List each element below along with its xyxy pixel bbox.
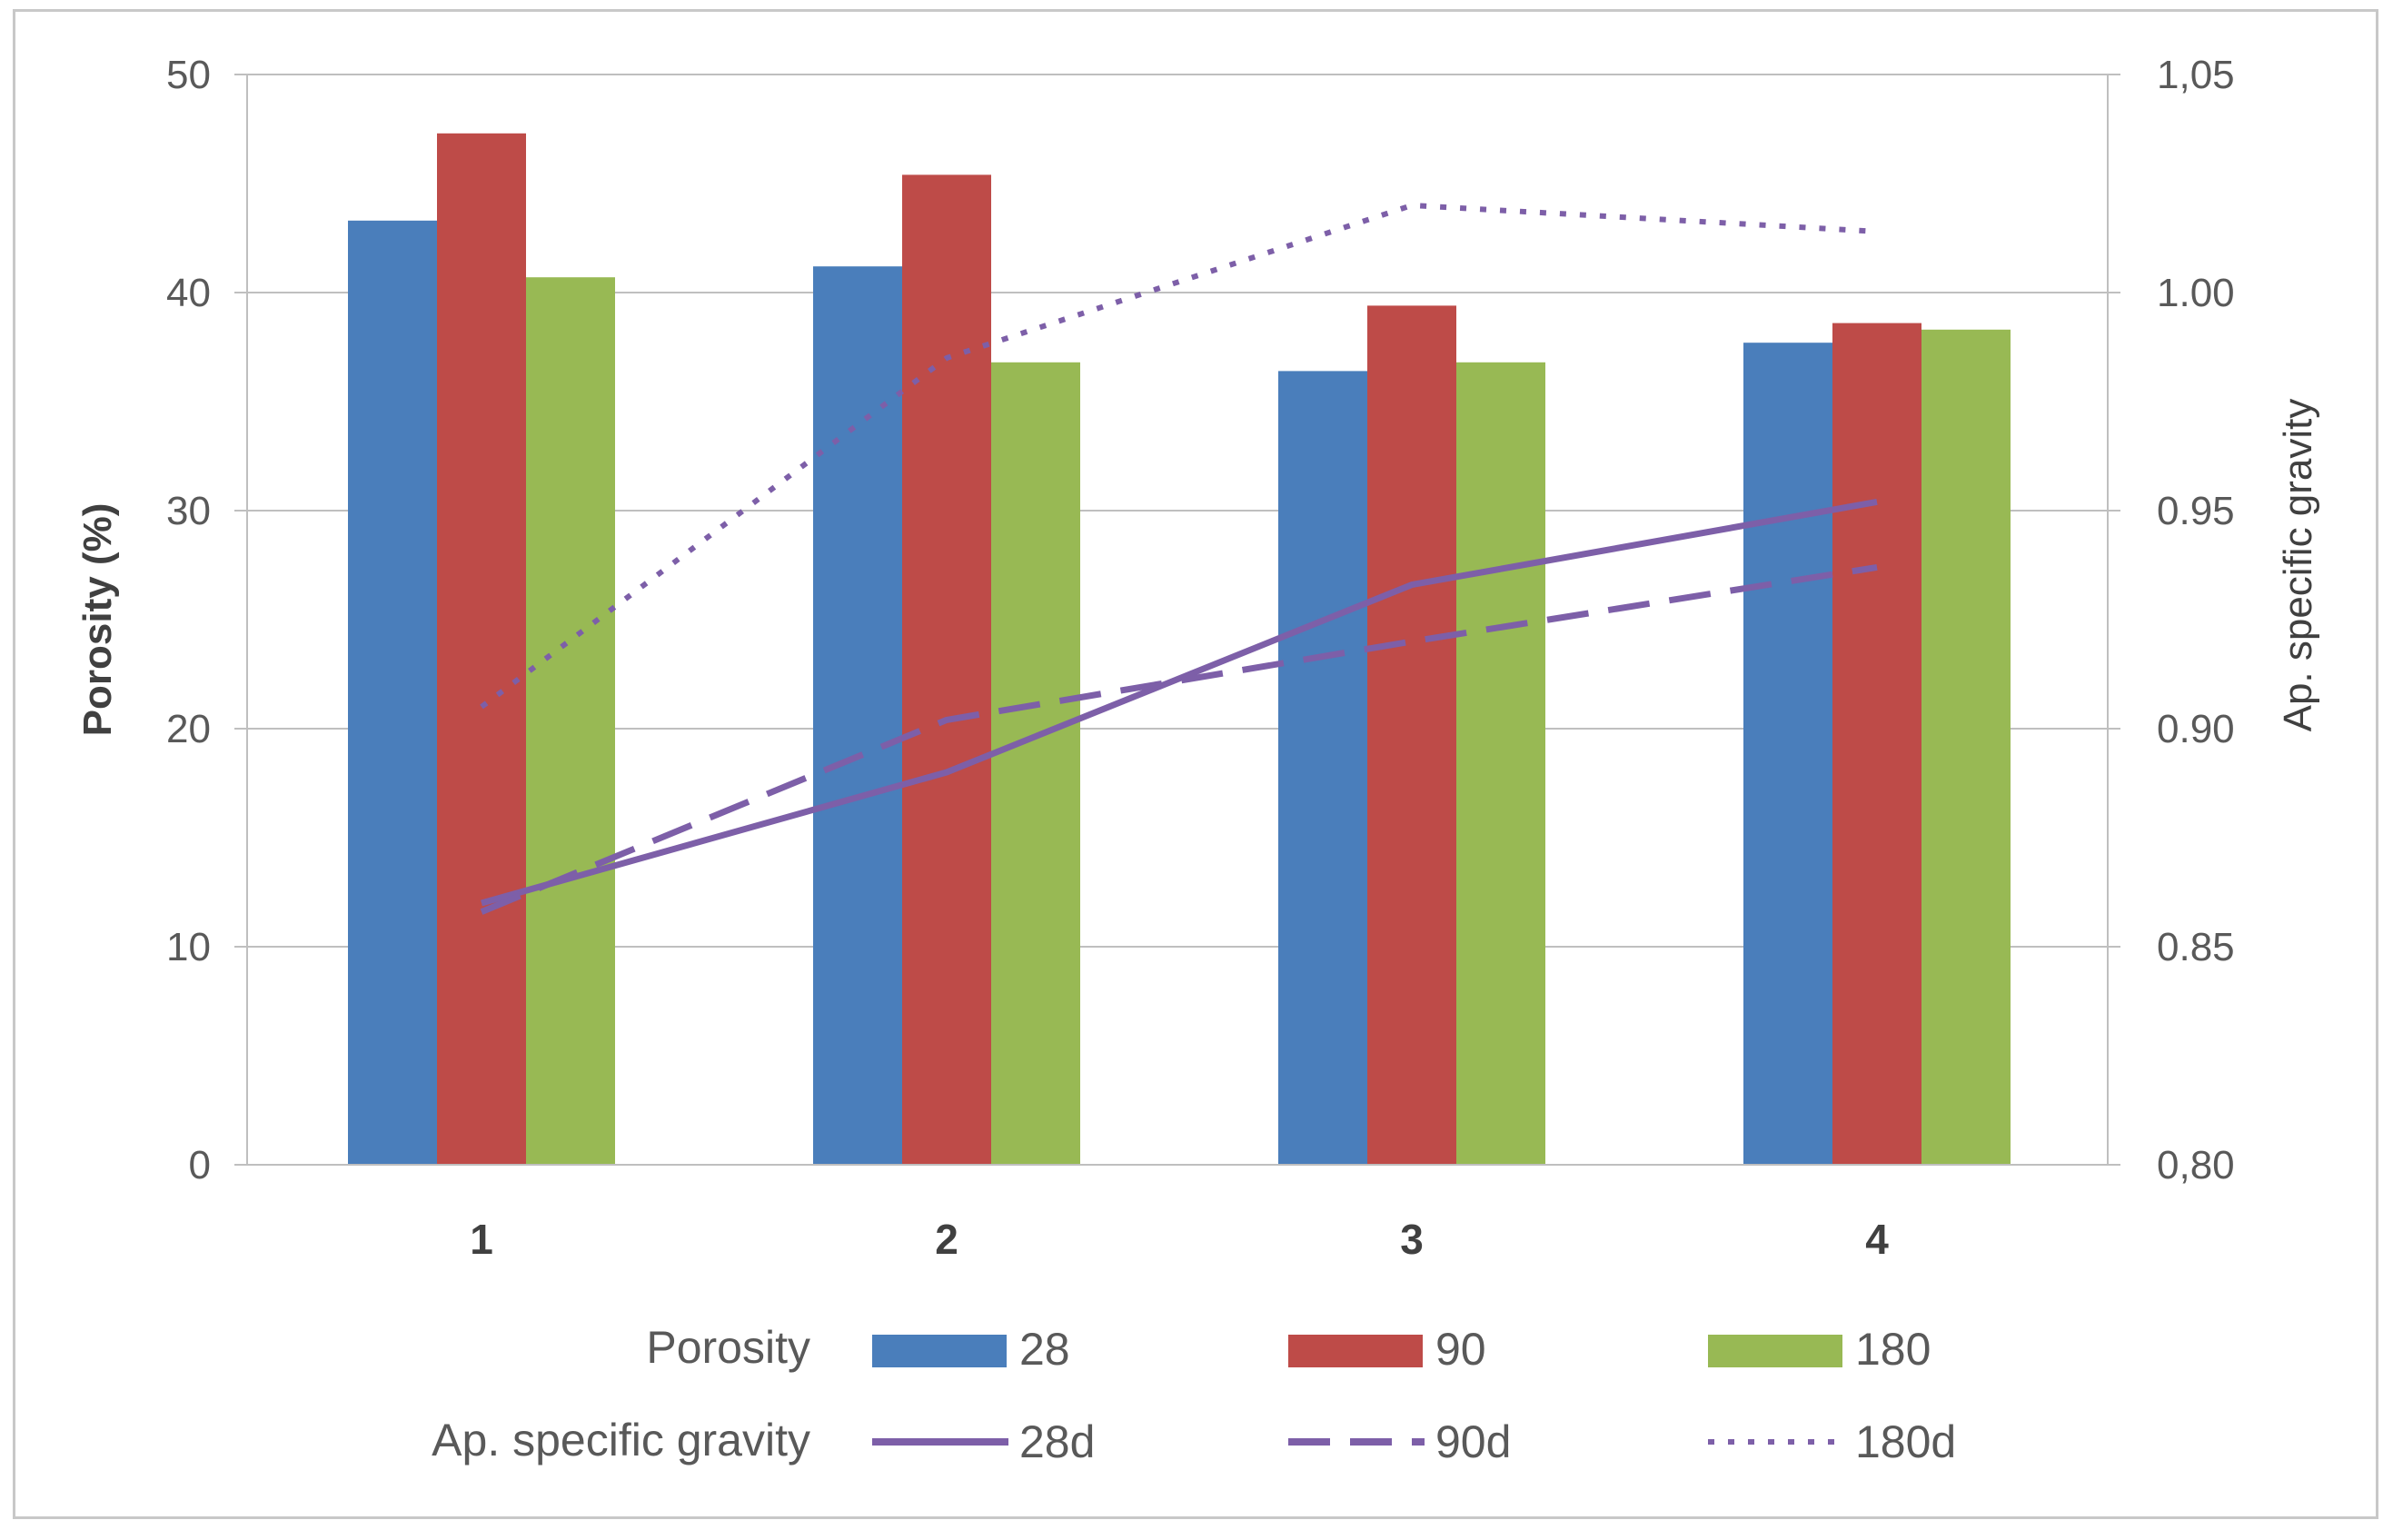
legend-label-90: 90 bbox=[1435, 1324, 1486, 1375]
legend-swatch-28 bbox=[872, 1335, 1007, 1367]
line-180d bbox=[480, 203, 1878, 710]
bar-28-cat-2 bbox=[813, 266, 902, 1165]
bar-180-cat-2 bbox=[991, 362, 1080, 1165]
legend-label-28: 28 bbox=[1019, 1324, 1070, 1375]
bar-28-cat-3 bbox=[1278, 371, 1367, 1165]
right-tick-label: 1,05 bbox=[2157, 53, 2235, 97]
x-tick-label: 4 bbox=[1865, 1216, 1889, 1263]
line-28d bbox=[481, 498, 1878, 907]
x-tick-label: 3 bbox=[1400, 1216, 1424, 1263]
x-tick-label: 1 bbox=[470, 1216, 493, 1263]
y2-axis-title: Ap. specific gravity bbox=[2276, 399, 2320, 732]
right-tick-label: 0.90 bbox=[2157, 707, 2235, 751]
y-axis-title: Porosity (%) bbox=[75, 503, 120, 737]
lines bbox=[480, 203, 1878, 915]
axes: 0 10 20 30 40 50 0,80 0.85 0.90 0.95 1.00 1,05 1 2 3 4 P… bbox=[75, 53, 2320, 1263]
bar-90-cat-2 bbox=[902, 174, 991, 1165]
bar-90-cat-3 bbox=[1367, 305, 1456, 1165]
bar-28-cat-4 bbox=[1743, 343, 1832, 1165]
bar-90-cat-4 bbox=[1832, 323, 1921, 1166]
legend: Porosity Ap. specific gravity 28 90 180 28d 90… bbox=[432, 1322, 1956, 1467]
legend-gravity-label: Ap. specific gravity bbox=[432, 1415, 810, 1465]
legend-label-90d: 90d bbox=[1435, 1416, 1511, 1467]
left-tick-label: 50 bbox=[166, 53, 211, 97]
left-tick-label: 20 bbox=[166, 707, 211, 751]
legend-label-180: 180 bbox=[1855, 1324, 1931, 1375]
legend-swatch-90 bbox=[1288, 1335, 1423, 1367]
right-tick-label: 0,80 bbox=[2157, 1143, 2235, 1187]
bars bbox=[348, 133, 2011, 1166]
legend-label-180d: 180d bbox=[1855, 1416, 1956, 1467]
left-tick-label: 10 bbox=[166, 925, 211, 969]
bar-180-cat-3 bbox=[1456, 362, 1545, 1165]
bar-90-cat-1 bbox=[437, 133, 526, 1165]
left-tick-label: 30 bbox=[166, 489, 211, 533]
bar-28-cat-1 bbox=[348, 220, 437, 1165]
bar-180-cat-1 bbox=[526, 277, 615, 1165]
x-tick-label: 2 bbox=[935, 1216, 958, 1263]
line-90d bbox=[480, 563, 1878, 915]
right-tick-label: 0.85 bbox=[2157, 925, 2235, 969]
legend-label-28d: 28d bbox=[1019, 1416, 1095, 1467]
bar-180-cat-4 bbox=[1921, 329, 2011, 1165]
left-tick-label: 0 bbox=[189, 1143, 211, 1187]
legend-swatch-180 bbox=[1708, 1335, 1842, 1367]
left-tick-label: 40 bbox=[166, 271, 211, 315]
right-tick-label: 0.95 bbox=[2157, 489, 2235, 533]
legend-porosity-label: Porosity bbox=[646, 1322, 810, 1373]
right-tick-label: 1.00 bbox=[2157, 271, 2235, 315]
